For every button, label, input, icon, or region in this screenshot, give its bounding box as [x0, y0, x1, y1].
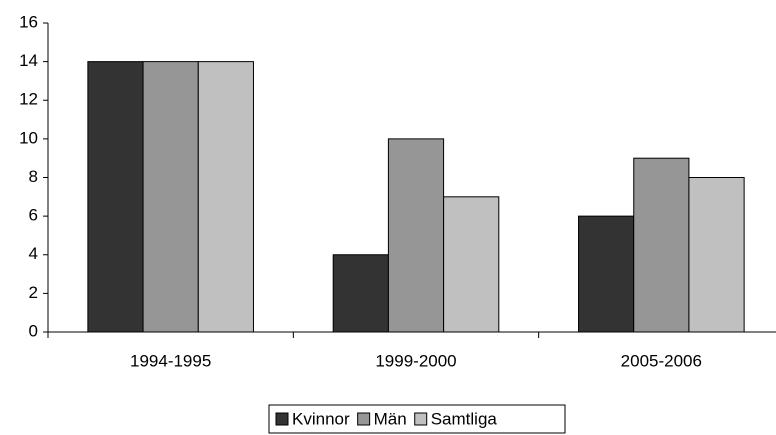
legend-swatch — [275, 412, 289, 426]
legend-label: Kvinnor — [292, 409, 350, 428]
bar — [387, 138, 445, 333]
y-tick-label: 8 — [29, 167, 38, 186]
bar — [688, 177, 745, 333]
legend-label: Samtliga — [431, 409, 498, 428]
bar — [142, 61, 199, 333]
y-tick-label: 10 — [19, 128, 38, 147]
legend-swatch — [414, 412, 428, 426]
y-tick-label: 0 — [29, 321, 38, 340]
bar — [332, 254, 389, 333]
x-tick-label: 2005-2006 — [621, 351, 702, 370]
x-tick-label: 1994-1995 — [130, 351, 211, 370]
bar — [633, 157, 690, 333]
legend-swatch — [357, 412, 371, 426]
y-tick-label: 16 — [19, 12, 38, 31]
legend-label: Män — [374, 409, 407, 428]
bar — [87, 61, 144, 333]
bar — [197, 61, 254, 333]
bar — [443, 196, 500, 333]
y-tick-label: 6 — [29, 206, 38, 225]
y-tick-label: 12 — [19, 90, 38, 109]
y-tick-label: 2 — [29, 283, 38, 302]
y-tick-label: 4 — [29, 244, 38, 263]
y-tick-label: 14 — [19, 51, 38, 70]
x-tick-label: 1999-2000 — [375, 351, 456, 370]
bar — [578, 215, 635, 333]
